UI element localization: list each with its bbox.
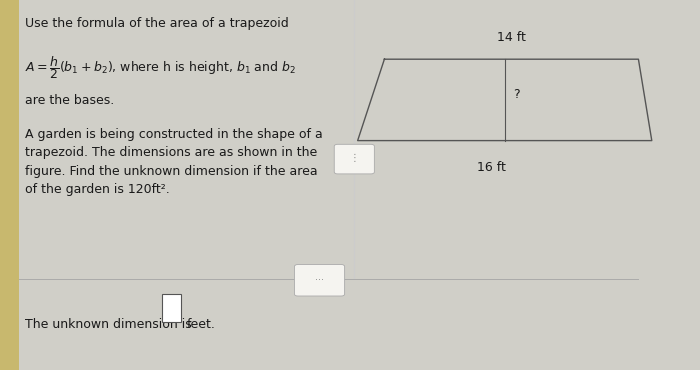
Text: A garden is being constructed in the shape of a
trapezoid. The dimensions are as: A garden is being constructed in the sha… [25,128,323,196]
Text: The unknown dimension is: The unknown dimension is [25,318,192,331]
Bar [162,294,181,322]
Text: ?: ? [512,88,519,101]
Text: ⋮: ⋮ [349,153,359,164]
Text: $A = \dfrac{h}{2}(b_1 + b_2)$, where h is height, $b_1$ and $b_2$: $A = \dfrac{h}{2}(b_1 + b_2)$, where h i… [25,54,296,81]
Text: 16 ft: 16 ft [477,161,506,174]
Text: are the bases.: are the bases. [25,94,115,107]
Bar [0,0,19,370]
Text: 14 ft: 14 ft [497,31,526,44]
Text: feet.: feet. [186,318,216,331]
FancyBboxPatch shape [295,265,344,296]
Text: Use the formula of the area of a trapezoid: Use the formula of the area of a trapezo… [25,17,289,30]
Text: ···: ··· [315,275,324,285]
FancyBboxPatch shape [335,144,374,174]
